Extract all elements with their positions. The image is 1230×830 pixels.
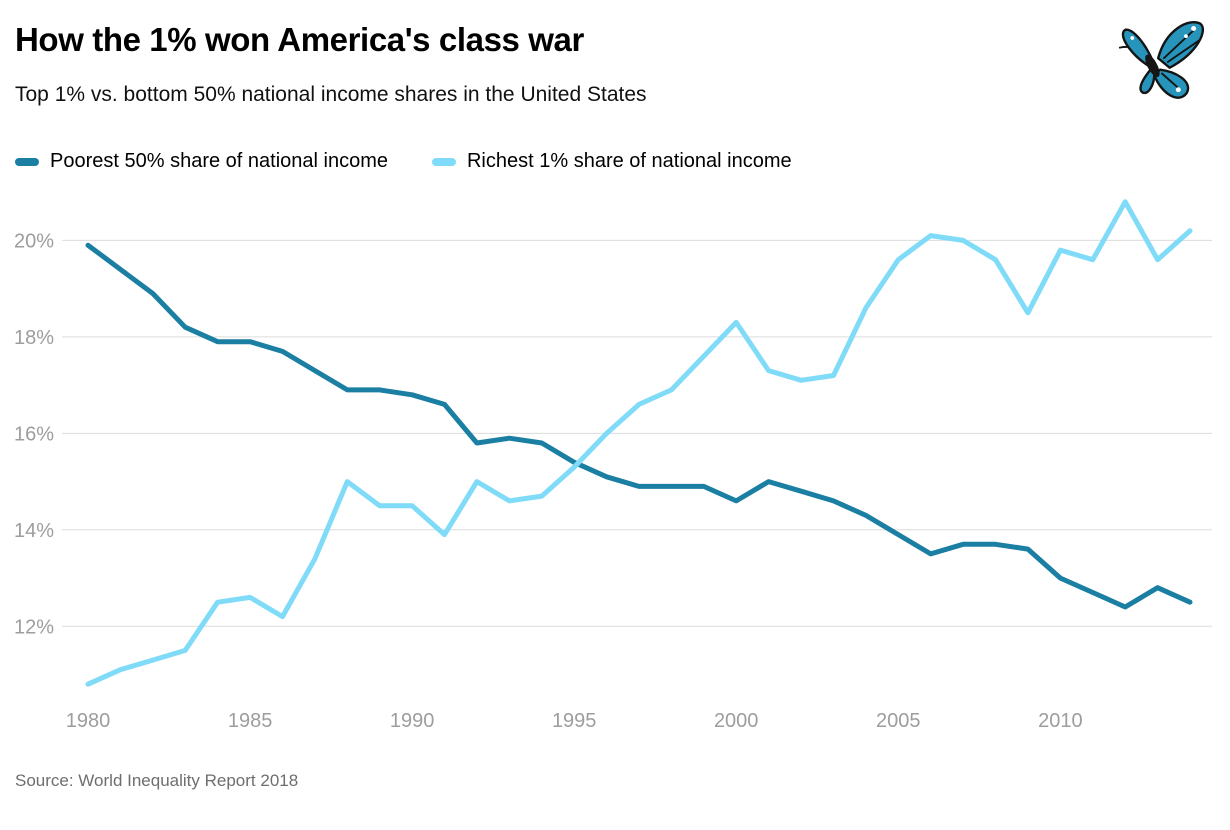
- chart-title: How the 1% won America's class war: [15, 21, 584, 58]
- svg-text:16%: 16%: [14, 423, 54, 445]
- svg-text:20%: 20%: [14, 230, 54, 252]
- butterfly-logo-icon: [1114, 16, 1210, 108]
- svg-text:14%: 14%: [14, 520, 54, 542]
- legend-swatch-richest-1: [431, 157, 456, 166]
- footer: Source: World Inequality Report 2018: [0, 771, 1230, 791]
- legend: Poorest 50% share of national income Ric…: [0, 150, 1230, 173]
- legend-swatch-poorest-50: [15, 157, 39, 166]
- svg-text:1990: 1990: [390, 710, 435, 732]
- svg-text:12%: 12%: [14, 616, 54, 638]
- legend-item-poorest-50: Poorest 50% share of national income: [15, 150, 388, 173]
- legend-item-richest-1: Richest 1% share of national income: [431, 150, 792, 173]
- header-text: How the 1% won America's class war Top 1…: [15, 21, 647, 107]
- source-note: Source: World Inequality Report 2018: [15, 771, 299, 790]
- svg-text:1980: 1980: [66, 710, 111, 732]
- svg-text:18%: 18%: [14, 327, 54, 349]
- svg-text:2005: 2005: [876, 710, 921, 732]
- legend-label-richest-1: Richest 1% share of national income: [466, 150, 792, 172]
- legend-label-poorest-50: Poorest 50% share of national income: [50, 150, 388, 172]
- header: How the 1% won America's class war Top 1…: [0, 21, 1230, 108]
- svg-text:1995: 1995: [552, 710, 597, 732]
- chart-subtitle: Top 1% vs. bottom 50% national income sh…: [15, 82, 647, 106]
- svg-text:2000: 2000: [714, 710, 759, 732]
- svg-text:2010: 2010: [1038, 710, 1083, 732]
- svg-text:1985: 1985: [228, 710, 273, 732]
- line-chart: 12% 14% 16% 18% 20% 1980 1985 1990 1995 2000 2005 2…: [14, 199, 1212, 732]
